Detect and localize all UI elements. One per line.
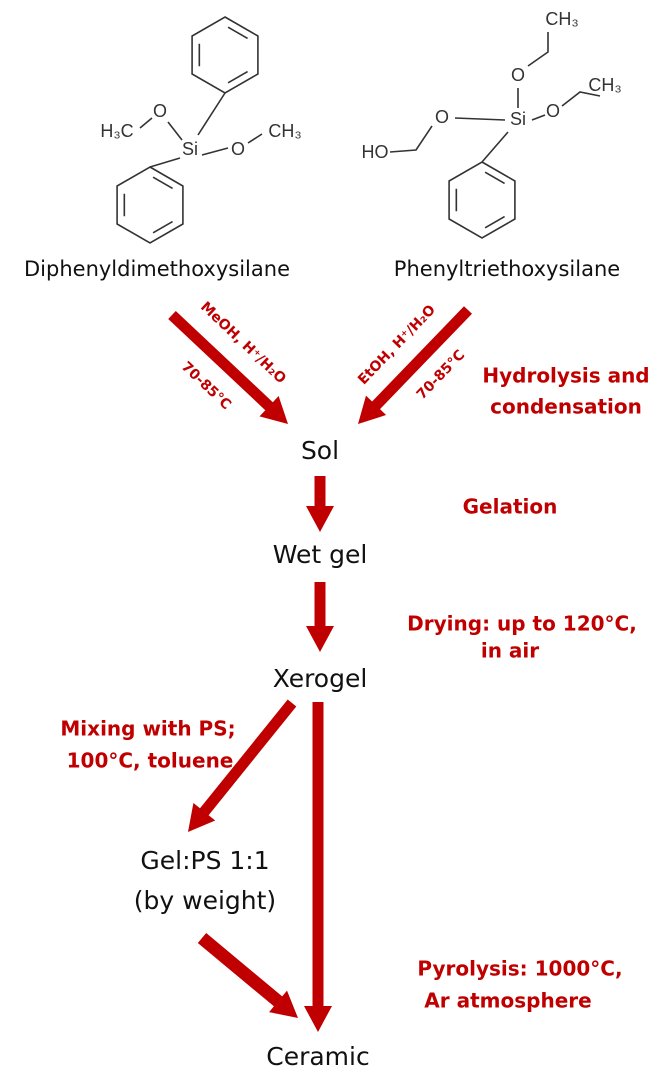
atom-label: Si [182,139,198,159]
atom-label: CH₃ [268,121,301,141]
bond-lines [389,32,601,163]
precursor-name: Phenyltriethoxysilane [394,257,620,281]
process-label: Gelation [463,495,558,519]
benzene-ring [448,161,516,239]
arrow [188,699,297,832]
condition-reagents: EtOH, H⁺/H₂O [355,302,439,388]
arrow [306,582,334,652]
benzene-ring [191,16,259,94]
atom-label: O [546,101,560,121]
process-label: condensation [490,395,642,419]
step-label: Wet gel [273,540,368,569]
atom-label: CH₃ [588,75,621,95]
ring-double-bonds [455,171,505,229]
arrow [306,476,334,532]
process-label: Ar atmosphere [424,989,591,1013]
arrow [358,306,472,424]
process-label: 100°C, toluene [67,749,234,773]
step-label: Gel:PS 1:1 [140,846,269,875]
process-label: Mixing with PS; [60,717,235,741]
process-label: Hydrolysis and [482,364,649,388]
atom-label: O [511,65,525,85]
step-label: Ceramic [266,1042,369,1071]
process-label: in air [481,639,539,663]
process-label: Pyrolysis: 1000°C, [417,957,622,981]
atom-label: H₃C [100,121,133,141]
rings [116,16,516,244]
atom-label: CH₃ [545,9,578,29]
ring-double-bonds [123,176,173,234]
step-label: Xerogel [273,664,368,693]
benzene-ring [116,166,184,244]
bond-lines [139,92,263,168]
atom-label: HO [362,142,389,162]
atom-label: O [153,101,167,121]
atom-label: O [231,139,245,159]
condition-reagents: MeOH, H⁺/H₂O [197,299,289,387]
atom-label: Si [510,109,526,129]
process-label: Drying: up to 120°C, [407,612,637,636]
bonds [139,32,601,168]
ring-double-bonds [198,26,248,84]
arrow [304,702,332,1032]
arrow [168,311,288,424]
precursor-name: Diphenyldimethoxysilane [24,257,290,281]
arrow [197,933,298,1018]
step-label: (by weight) [134,886,276,915]
atom-label: O [435,107,449,127]
step-label: Sol [301,436,339,465]
arrows [168,306,472,1032]
